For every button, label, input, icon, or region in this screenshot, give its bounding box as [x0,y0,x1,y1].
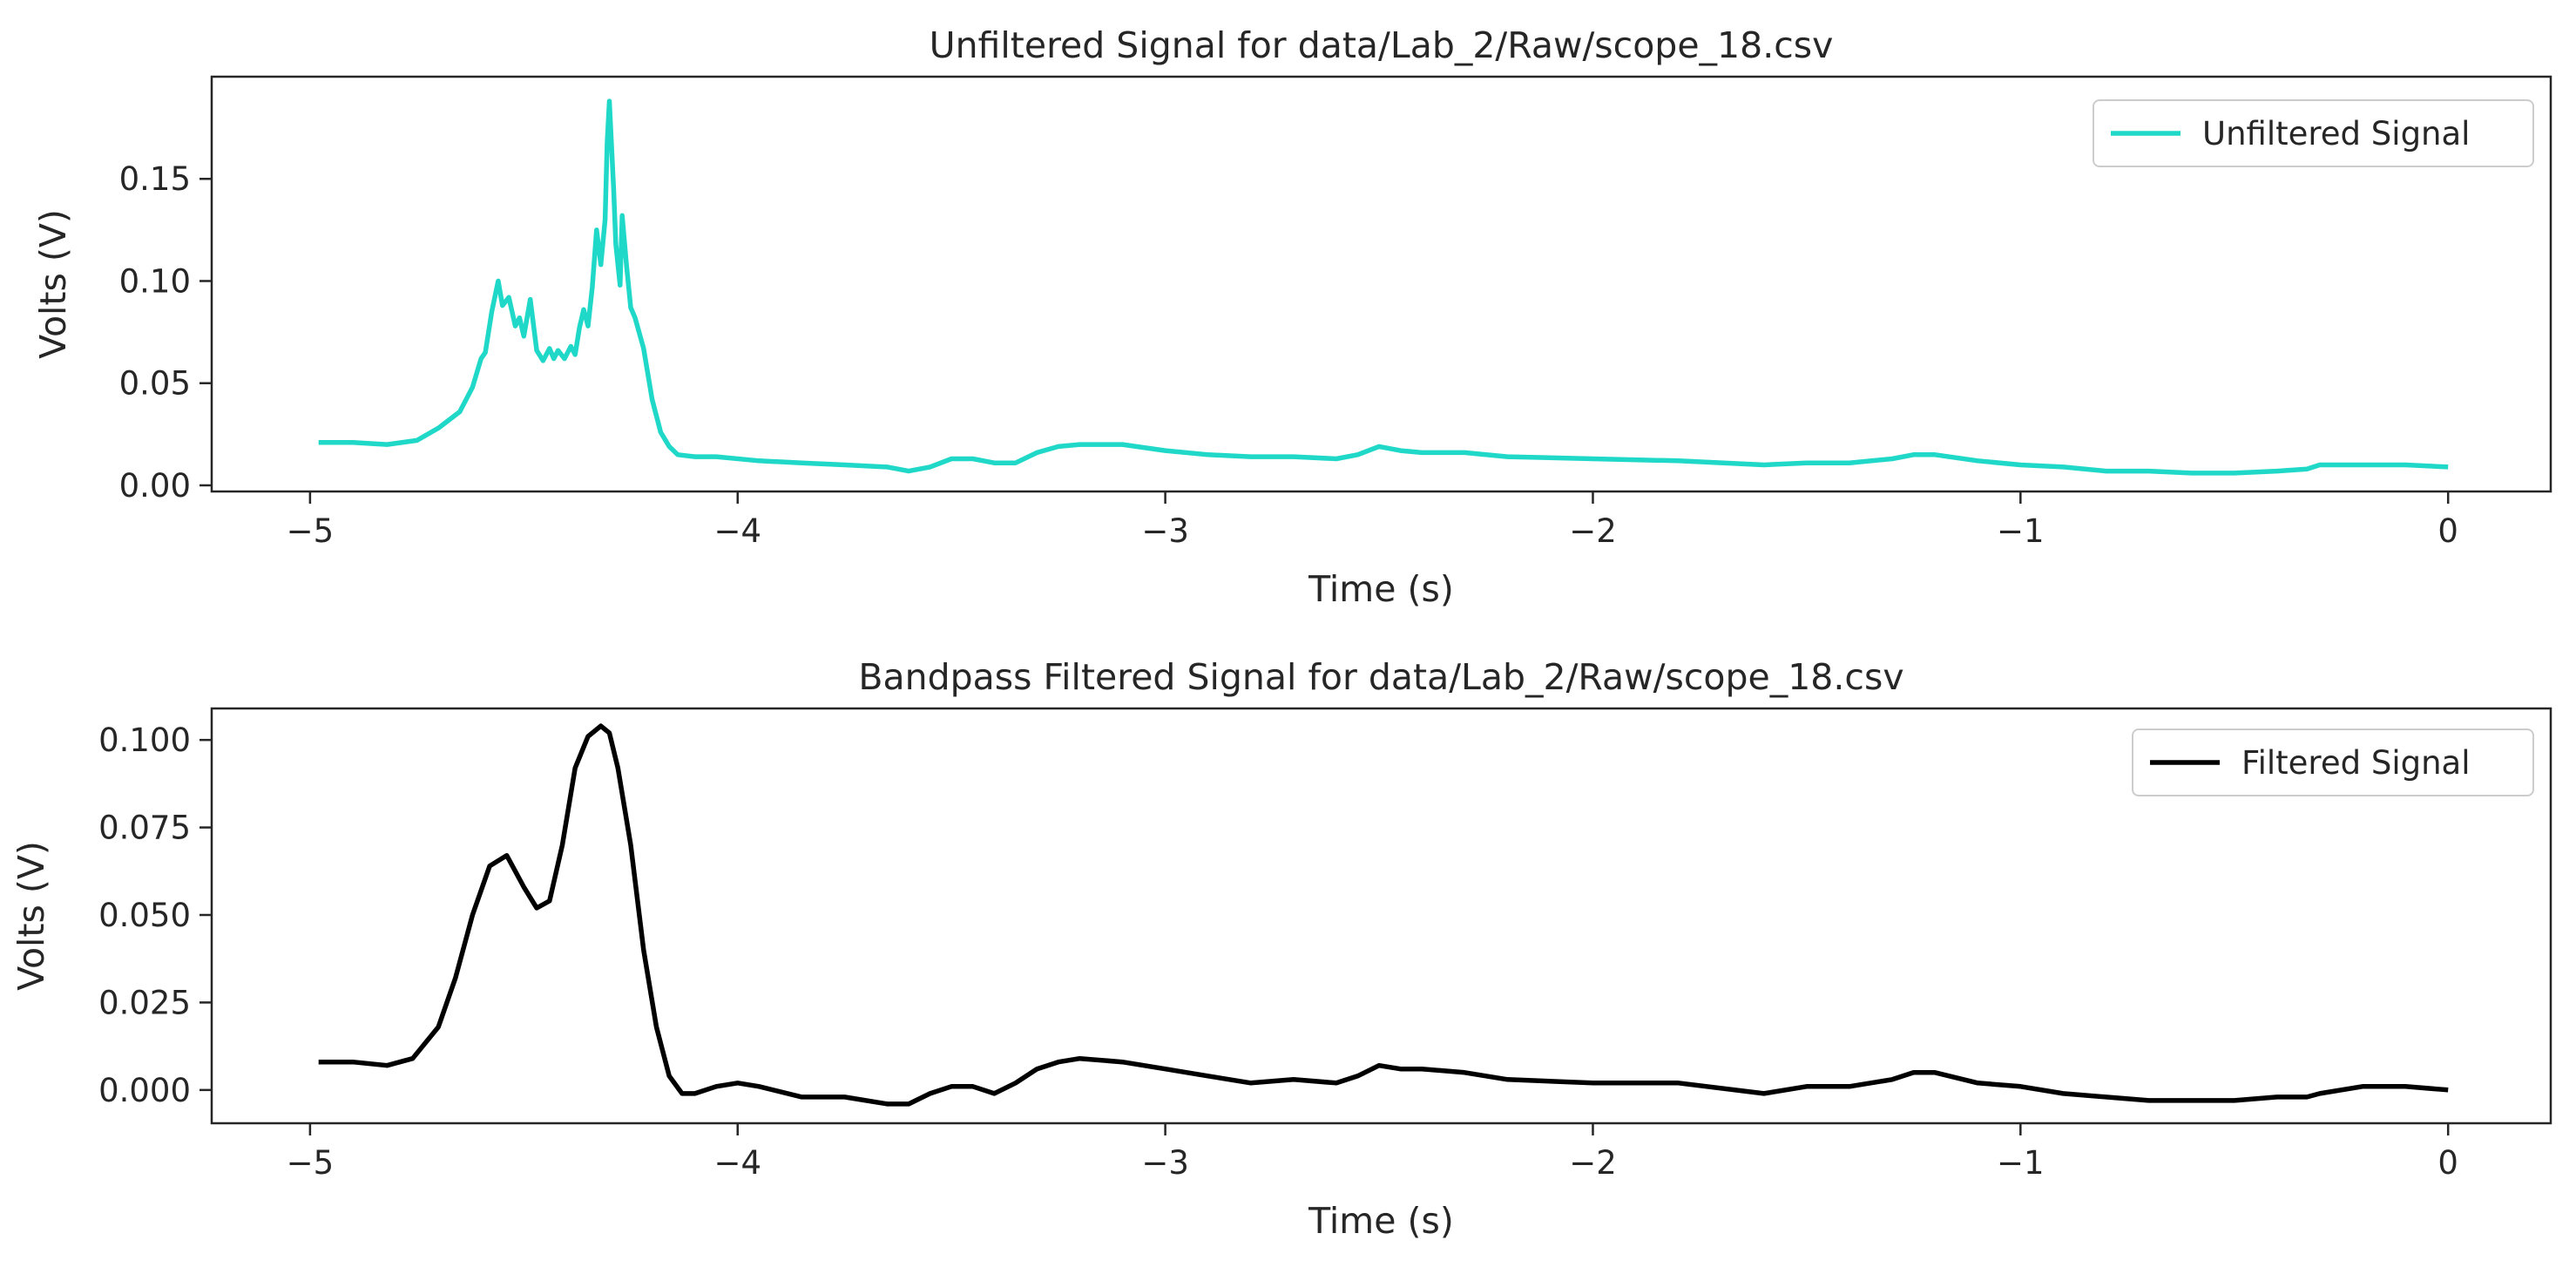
x-tick-label: −5 [287,512,335,550]
y-tick-label: 0.075 [98,810,191,847]
x-tick-label: −4 [713,1144,761,1182]
y-axis-label: Volts (V) [32,209,74,359]
legend-frame [2093,99,2534,167]
series-line-1 [318,723,2449,1107]
x-axis-label: Time (s) [1308,1200,1454,1242]
legend: Filtered Signal [2132,728,2534,796]
chart-panel-2: Bandpass Filtered Signal for data/Lab_2/… [10,656,2552,1242]
x-tick-label: −1 [1997,1144,2045,1182]
x-tick-label: −2 [1569,512,1617,550]
legend-label: Unfiltered Signal [2202,115,2470,152]
y-tick-label: 0.10 [119,262,191,300]
x-tick-label: −1 [1997,512,2045,550]
y-tick-label: 0.00 [119,467,191,505]
y-tick-label: 0.000 [98,1072,191,1109]
legend: Unfiltered Signal [2093,99,2534,167]
chart-title: Unfiltered Signal for data/Lab_2/Raw/sco… [930,24,1834,66]
x-tick-label: −5 [287,1144,335,1182]
y-tick-label: 0.050 [98,897,191,934]
legend-frame [2132,728,2534,796]
legend-label: Filtered Signal [2241,744,2471,782]
series-line-1 [318,98,2449,476]
y-tick-label: 0.05 [119,365,191,403]
y-tick-label: 0.025 [98,984,191,1021]
x-tick-label: −2 [1569,1144,1617,1182]
y-axis-label: Volts (V) [10,841,52,991]
x-tick-label: −4 [713,512,761,550]
chart-title: Bandpass Filtered Signal for data/Lab_2/… [858,656,1903,698]
x-tick-label: −3 [1141,512,1189,550]
x-axis-label: Time (s) [1308,568,1454,610]
plot-frame [210,75,2552,493]
y-tick-label: 0.100 [98,722,191,759]
chart-panel-1: Unfiltered Signal for data/Lab_2/Raw/sco… [32,24,2552,610]
x-tick-label: −3 [1141,1144,1189,1182]
x-tick-label: 0 [2437,512,2458,550]
x-tick-label: 0 [2437,1144,2458,1182]
y-tick-label: 0.15 [119,160,191,198]
